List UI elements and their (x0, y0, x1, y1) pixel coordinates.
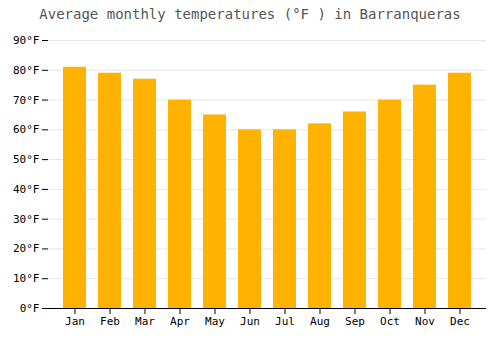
svg-text:80°F: 80°F (13, 64, 40, 77)
svg-text:30°F: 30°F (13, 213, 40, 226)
svg-text:20°F: 20°F (13, 242, 40, 255)
svg-text:40°F: 40°F (13, 183, 40, 196)
svg-text:Jul: Jul (275, 315, 295, 328)
svg-text:50°F: 50°F (13, 153, 40, 166)
svg-text:May: May (205, 315, 225, 328)
svg-text:Apr: Apr (170, 315, 190, 328)
svg-text:90°F: 90°F (13, 34, 40, 47)
svg-text:Jan: Jan (65, 315, 85, 328)
svg-text:0°F: 0°F (20, 302, 40, 315)
svg-text:Dec: Dec (450, 315, 470, 328)
svg-text:Oct: Oct (380, 315, 400, 328)
html-text:Average monthly temperatures (: Average monthly temperatures (°F ) in Ba… (39, 6, 461, 22)
svg-text:Feb: Feb (100, 315, 120, 328)
svg-text:Aug: Aug (310, 315, 330, 328)
svg-text:Jun: Jun (240, 315, 260, 328)
svg-text:10°F: 10°F (13, 272, 40, 285)
svg-text:Mar: Mar (135, 315, 155, 328)
svg-text:Nov: Nov (415, 315, 435, 328)
svg-text:Sep: Sep (345, 315, 365, 328)
svg-text:70°F: 70°F (13, 94, 40, 107)
svg-text:60°F: 60°F (13, 123, 40, 136)
